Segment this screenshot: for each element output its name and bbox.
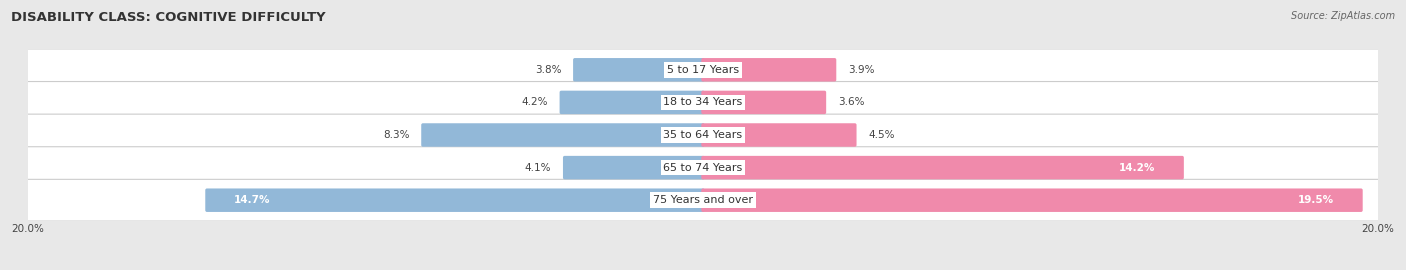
Text: 3.9%: 3.9% [848, 65, 875, 75]
Text: 65 to 74 Years: 65 to 74 Years [664, 163, 742, 173]
FancyBboxPatch shape [205, 188, 704, 212]
Text: Source: ZipAtlas.com: Source: ZipAtlas.com [1291, 11, 1395, 21]
FancyBboxPatch shape [562, 156, 704, 179]
Text: 19.5%: 19.5% [1298, 195, 1334, 205]
Text: 14.2%: 14.2% [1119, 163, 1156, 173]
Text: 3.6%: 3.6% [838, 97, 865, 107]
Text: 4.5%: 4.5% [869, 130, 894, 140]
Text: 5 to 17 Years: 5 to 17 Years [666, 65, 740, 75]
Text: 14.7%: 14.7% [233, 195, 270, 205]
Text: 8.3%: 8.3% [382, 130, 409, 140]
Text: 35 to 64 Years: 35 to 64 Years [664, 130, 742, 140]
FancyBboxPatch shape [702, 58, 837, 82]
Text: 75 Years and over: 75 Years and over [652, 195, 754, 205]
FancyBboxPatch shape [702, 123, 856, 147]
FancyBboxPatch shape [13, 179, 1393, 221]
Text: 4.2%: 4.2% [522, 97, 548, 107]
FancyBboxPatch shape [560, 91, 704, 114]
Text: DISABILITY CLASS: COGNITIVE DIFFICULTY: DISABILITY CLASS: COGNITIVE DIFFICULTY [11, 11, 326, 24]
FancyBboxPatch shape [702, 91, 827, 114]
Text: 3.8%: 3.8% [534, 65, 561, 75]
Text: 18 to 34 Years: 18 to 34 Years [664, 97, 742, 107]
FancyBboxPatch shape [574, 58, 704, 82]
FancyBboxPatch shape [13, 82, 1393, 123]
FancyBboxPatch shape [702, 188, 1362, 212]
FancyBboxPatch shape [422, 123, 704, 147]
Text: 4.1%: 4.1% [524, 163, 551, 173]
FancyBboxPatch shape [13, 147, 1393, 188]
FancyBboxPatch shape [13, 114, 1393, 156]
FancyBboxPatch shape [13, 49, 1393, 91]
FancyBboxPatch shape [702, 156, 1184, 179]
